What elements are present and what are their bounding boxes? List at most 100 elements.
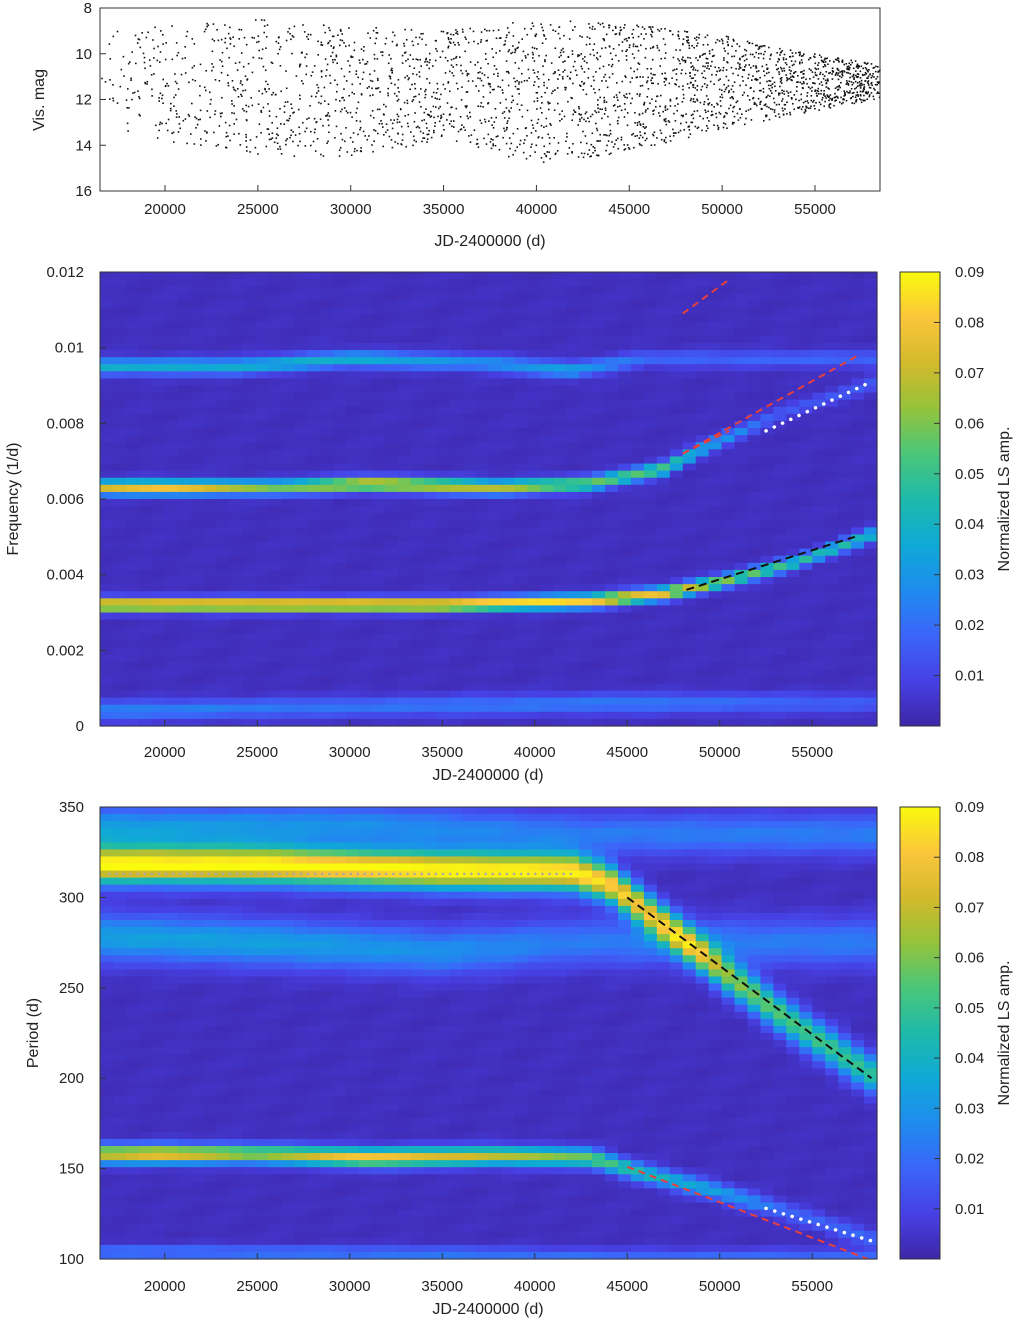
heatmap-cell xyxy=(151,598,166,606)
light-curve-point xyxy=(722,69,724,72)
heatmap-cell xyxy=(125,655,140,663)
light-curve-point xyxy=(623,27,625,29)
heatmap-cell xyxy=(216,307,231,316)
light-curve-point xyxy=(773,111,776,113)
light-curve-point xyxy=(516,88,519,90)
light-curve-point xyxy=(744,66,746,68)
light-curve-point xyxy=(733,115,736,118)
light-curve-point xyxy=(434,125,436,127)
heatmap-cell xyxy=(203,626,218,635)
light-curve-point xyxy=(516,47,518,50)
light-curve-point xyxy=(593,88,595,90)
light-curve-point xyxy=(421,119,423,122)
heatmap-cell xyxy=(125,449,140,458)
light-curve-point xyxy=(127,88,129,90)
heatmap-cell xyxy=(397,428,412,436)
heatmap-cell xyxy=(462,704,477,713)
light-curve-point xyxy=(730,88,733,91)
heatmap-cell xyxy=(423,555,438,564)
heatmap-cell xyxy=(164,711,179,720)
light-curve-point xyxy=(253,37,255,39)
light-curve-point xyxy=(588,120,590,123)
light-curve-point xyxy=(444,72,447,74)
heatmap-cell xyxy=(229,272,244,280)
light-curve-point xyxy=(339,28,342,31)
heatmap-cell xyxy=(307,456,321,465)
heatmap-cell xyxy=(216,662,231,670)
heatmap-cell xyxy=(514,435,528,443)
light-curve-point xyxy=(220,38,223,41)
light-curve-point xyxy=(714,66,716,69)
heatmap-cell xyxy=(177,314,192,323)
heatmap-cell xyxy=(449,272,464,280)
light-curve-point xyxy=(533,81,536,83)
heatmap-cell xyxy=(203,619,218,628)
heatmap-cell xyxy=(397,690,412,699)
light-curve-point xyxy=(672,56,675,59)
heatmap-cell xyxy=(371,491,386,500)
light-curve-point xyxy=(623,144,625,146)
heatmap-cell xyxy=(566,272,580,280)
light-curve-point xyxy=(323,24,325,27)
heatmap-cell xyxy=(333,449,347,458)
heatmap-cell xyxy=(566,350,580,358)
heatmap-cell xyxy=(268,697,282,706)
light-curve-point xyxy=(392,31,394,34)
light-curve-point xyxy=(413,139,416,142)
light-curve-point xyxy=(438,120,441,123)
light-curve-point xyxy=(536,122,539,124)
heatmap-cell xyxy=(164,499,179,507)
light-curve-point xyxy=(779,47,781,50)
light-curve-point xyxy=(504,40,507,42)
light-curve-point xyxy=(877,71,879,73)
light-curve-point xyxy=(664,109,667,111)
light-curve-point xyxy=(597,154,600,157)
light-curve-point xyxy=(368,135,370,137)
light-curve-point xyxy=(582,89,585,91)
light-curve-point xyxy=(322,155,325,157)
heatmap-cell xyxy=(527,690,541,699)
heatmap-cell xyxy=(138,626,153,635)
light-curve-point xyxy=(745,64,747,66)
light-curve-point xyxy=(688,125,691,128)
light-curve-point xyxy=(641,112,644,115)
light-curve-point xyxy=(870,81,873,84)
heatmap-cell xyxy=(255,697,269,706)
heatmap-cell xyxy=(501,435,515,443)
heatmap-cell xyxy=(397,662,412,670)
light-curve-point xyxy=(696,36,698,38)
light-curve-point xyxy=(777,113,780,115)
heatmap-cell xyxy=(242,548,256,557)
heatmap-cell xyxy=(333,364,347,372)
heatmap-cell xyxy=(410,335,425,344)
light-curve-point xyxy=(480,39,483,41)
light-curve-point xyxy=(533,72,536,74)
light-curve-point xyxy=(824,79,827,82)
light-curve-point xyxy=(785,58,787,60)
light-curve-point xyxy=(854,96,857,98)
light-curve-point xyxy=(685,113,687,115)
light-curve-point xyxy=(526,33,529,36)
light-curve-point xyxy=(184,46,186,48)
light-curve-point xyxy=(521,38,523,40)
light-curve-point xyxy=(277,52,279,55)
heatmap-cell xyxy=(540,662,554,670)
light-curve-point xyxy=(203,30,206,33)
light-curve-point xyxy=(151,95,153,97)
light-curve-point xyxy=(716,70,718,73)
heatmap-cell xyxy=(255,619,269,628)
heatmap-cell xyxy=(125,697,140,706)
light-curve-point xyxy=(531,46,534,49)
heatmap-cell xyxy=(229,413,244,422)
heatmap-cell xyxy=(242,598,256,606)
light-curve-point xyxy=(838,84,840,87)
light-curve-point xyxy=(703,101,706,103)
heatmap-cell xyxy=(397,633,412,642)
heatmap-cell xyxy=(242,633,256,642)
heatmap-cell xyxy=(125,683,140,692)
light-curve-point xyxy=(648,26,650,28)
light-curve-point xyxy=(788,77,791,80)
light-curve-point xyxy=(426,133,429,136)
heatmap-cell xyxy=(164,484,179,493)
heatmap-cell xyxy=(501,633,515,642)
